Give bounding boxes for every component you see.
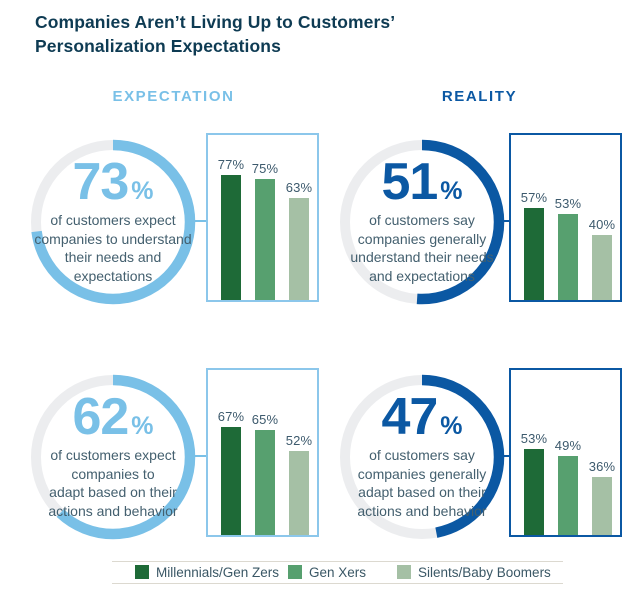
- donut-description: of customers say companies generally und…: [350, 212, 494, 284]
- bar-value-label: 57%: [520, 189, 548, 205]
- donut-percent: 47%: [381, 391, 463, 443]
- donut-content: 51% of customers say companies generally…: [331, 137, 513, 307]
- bar-item-genx: 65%: [252, 370, 278, 535]
- bar-value-label: 49%: [554, 437, 582, 453]
- bar-group: 53% 49% 36%: [511, 370, 620, 535]
- legend-rule-top: [112, 561, 563, 562]
- donut-chart: 51% of customers say companies generally…: [337, 137, 507, 307]
- percent-sign: %: [131, 176, 154, 205]
- donut-description: of customers say companies generally ada…: [357, 447, 487, 519]
- connector-line: [193, 455, 206, 457]
- donut-arc: [339, 139, 505, 305]
- legend-item-genx: Gen Xers: [288, 564, 366, 580]
- bar-genx: [255, 178, 275, 300]
- bar-group: 77% 75% 63%: [208, 135, 317, 300]
- donut-content: 47% of customers say companies generally…: [331, 372, 513, 542]
- bar-value-label: 65%: [251, 411, 279, 427]
- panel-reality-understand: 51% of customers say companies generally…: [337, 133, 632, 313]
- panel-expectation-adapt: 62% of customers expect companies to ada…: [28, 368, 323, 548]
- legend-item-millennials: Millennials/Gen Zers: [135, 564, 279, 580]
- legend-swatch-boomers: [397, 565, 411, 579]
- bar-item-boomers: 63%: [286, 135, 312, 300]
- panel-expectation-understand: 73% of customers expect companies to und…: [28, 133, 323, 313]
- donut-ring: [339, 139, 505, 305]
- bar-item-genx: 49%: [555, 370, 581, 535]
- bar-item-genx: 75%: [252, 135, 278, 300]
- bar-chart: 67% 65% 52%: [206, 368, 319, 537]
- bar-value-label: 75%: [251, 160, 279, 176]
- bar-boomers: [289, 198, 309, 300]
- bar-group: 67% 65% 52%: [208, 370, 317, 535]
- donut-percent: 73%: [72, 156, 154, 208]
- bar-item-millennials: 77%: [218, 135, 244, 300]
- donut-arc: [30, 374, 196, 540]
- bar-boomers: [592, 235, 612, 300]
- donut-ring: [30, 139, 196, 305]
- page-title: Companies Aren’t Living Up to Customers’…: [35, 12, 396, 56]
- donut-percent-value: 47: [381, 387, 438, 446]
- legend-swatch-genx: [288, 565, 302, 579]
- bar-item-genx: 53%: [555, 135, 581, 300]
- donut-chart: 47% of customers say companies generally…: [337, 372, 507, 542]
- bar-value-label: 53%: [554, 196, 582, 212]
- legend-label: Gen Xers: [309, 564, 367, 580]
- bar-item-millennials: 67%: [218, 370, 244, 535]
- bar-item-millennials: 57%: [521, 135, 547, 300]
- bar-value-label: 67%: [217, 408, 245, 424]
- bar-chart: 57% 53% 40%: [509, 133, 622, 302]
- donut-ring: [30, 374, 196, 540]
- bar-millennials: [221, 426, 241, 535]
- column-header-expectation: EXPECTATION: [112, 88, 235, 105]
- donut-ring: [339, 374, 505, 540]
- bar-genx: [255, 429, 275, 535]
- donut-percent: 62%: [72, 391, 154, 443]
- bar-item-boomers: 36%: [589, 370, 615, 535]
- percent-sign: %: [440, 176, 463, 205]
- bar-value-label: 77%: [217, 157, 245, 173]
- legend-label: Millennials/Gen Zers: [156, 564, 280, 580]
- bar-millennials: [524, 449, 544, 535]
- connector-line: [496, 455, 509, 457]
- connector-line: [193, 220, 206, 222]
- bar-value-label: 40%: [588, 217, 616, 233]
- percent-sign: %: [131, 411, 154, 440]
- bar-group: 57% 53% 40%: [511, 135, 620, 300]
- legend-swatch-millennials: [135, 565, 149, 579]
- donut-chart: 62% of customers expect companies to ada…: [28, 372, 198, 542]
- column-header-reality: REALITY: [441, 88, 518, 105]
- bar-item-boomers: 52%: [286, 370, 312, 535]
- donut-percent-value: 62: [72, 387, 129, 446]
- donut-percent-value: 51: [381, 152, 438, 211]
- bar-value-label: 36%: [588, 458, 616, 474]
- legend-item-boomers: Silents/Baby Boomers: [397, 564, 551, 580]
- donut-description: of customers expect companies to underst…: [34, 212, 192, 284]
- donut-chart: 73% of customers expect companies to und…: [28, 137, 198, 307]
- legend-label: Silents/Baby Boomers: [418, 564, 551, 580]
- bar-genx: [558, 214, 578, 300]
- bar-item-boomers: 40%: [589, 135, 615, 300]
- bar-value-label: 63%: [285, 180, 313, 196]
- bar-millennials: [221, 175, 241, 300]
- donut-arc: [339, 374, 505, 540]
- donut-percent-value: 73: [72, 152, 129, 211]
- donut-description: of customers expect companies to adapt b…: [48, 447, 178, 519]
- bar-millennials: [524, 207, 544, 300]
- bar-chart: 77% 75% 63%: [206, 133, 319, 302]
- donut-content: 73% of customers expect companies to und…: [22, 137, 204, 307]
- donut-content: 62% of customers expect companies to ada…: [22, 372, 204, 542]
- bar-genx: [558, 455, 578, 535]
- bar-value-label: 52%: [285, 432, 313, 448]
- percent-sign: %: [440, 411, 463, 440]
- bar-boomers: [289, 450, 309, 535]
- bar-chart: 53% 49% 36%: [509, 368, 622, 537]
- bar-item-millennials: 53%: [521, 370, 547, 535]
- bar-boomers: [592, 476, 612, 535]
- donut-arc: [30, 139, 196, 305]
- panel-reality-adapt: 47% of customers say companies generally…: [337, 368, 632, 548]
- donut-percent: 51%: [381, 156, 463, 208]
- bar-value-label: 53%: [520, 431, 548, 447]
- legend-rule-bottom: [112, 583, 563, 584]
- connector-line: [496, 220, 509, 222]
